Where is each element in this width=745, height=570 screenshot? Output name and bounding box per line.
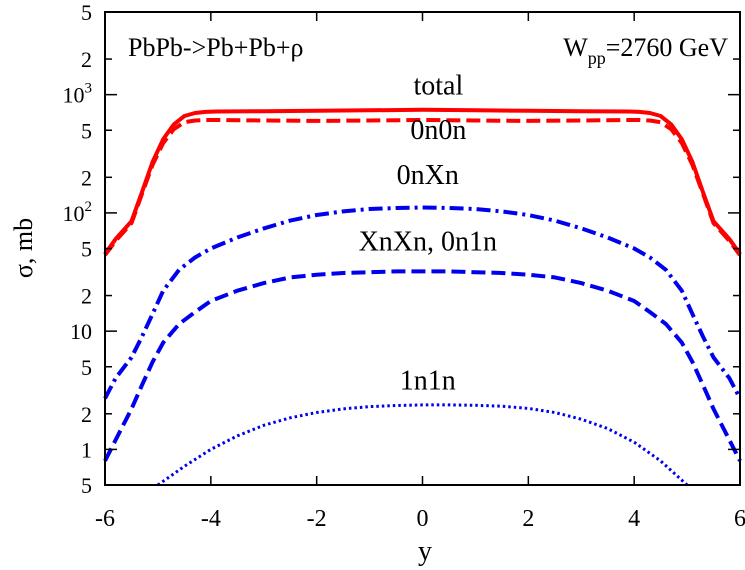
- y-tick-label-base: 2: [81, 47, 92, 72]
- series-line-1n1n: [157, 403, 689, 487]
- x-tick-label: -4: [201, 506, 221, 532]
- y-tick-label: 2: [81, 47, 92, 72]
- series-line-0nxn: [103, 205, 742, 400]
- y-tick-label: 2: [81, 284, 92, 309]
- series-line-xnxn-0n1n: [103, 269, 742, 462]
- y-tick-label: 5: [81, 0, 92, 25]
- process-annotation: PbPb->Pb+Pb+ρ: [128, 33, 303, 62]
- y-tick-label-base: 10: [70, 319, 92, 344]
- y-tick-label: 5: [81, 118, 92, 143]
- y-tick-label: 5: [81, 473, 92, 498]
- x-tick-label: 0: [417, 506, 429, 532]
- series-label-0n0n: 0n0n: [410, 115, 466, 146]
- y-tick-label-exponent: 2: [85, 199, 93, 215]
- x-axis-label: y: [418, 536, 432, 567]
- x-tick-label: 2: [522, 506, 534, 532]
- y-axis-label: σ, mb: [9, 218, 38, 278]
- series-label-1n1n: 1n1n: [400, 366, 456, 397]
- y-tick-label-base: 5: [81, 473, 92, 498]
- y-tick-label-base: 5: [81, 355, 92, 380]
- series-line-0n0n: [103, 118, 742, 257]
- energy-value: =2760 GeV: [606, 33, 728, 62]
- series-label-total: total: [413, 71, 463, 102]
- y-tick-label-base: 10: [63, 83, 85, 108]
- x-tick-label: -6: [95, 506, 115, 532]
- y-tick-label-exponent: 3: [85, 81, 93, 97]
- y-tick-label-base: 2: [81, 402, 92, 427]
- x-tick-label: 4: [628, 506, 640, 532]
- y-tick-label: 2: [81, 402, 92, 427]
- x-tick-label: 6: [734, 506, 745, 532]
- y-tick-label: 103: [63, 81, 93, 108]
- series-label-0nxn: 0nXn: [397, 160, 459, 191]
- y-tick-label: 5: [81, 355, 92, 380]
- x-axis-ticks: -6 -4 -2 0 2 4 6: [95, 12, 745, 532]
- y-tick-label: 2: [81, 165, 92, 190]
- y-tick-label-base: 2: [81, 284, 92, 309]
- y-tick-label: 10: [70, 319, 92, 344]
- y-tick-label-base: 1: [81, 437, 92, 462]
- energy-subscript: pp: [588, 48, 606, 68]
- y-tick-label-base: 5: [81, 237, 92, 262]
- x-tick-label: -2: [307, 506, 327, 532]
- series-label-xnxn-0n1n: XnXn, 0n1n: [359, 227, 497, 258]
- y-tick-label: 5: [81, 237, 92, 262]
- y-tick-label: 102: [63, 199, 93, 226]
- energy-symbol: W: [563, 33, 588, 62]
- plot-marks: total 0n0n 0nXn XnXn, 0n1n 1n1n: [103, 71, 742, 487]
- y-tick-label: 1: [81, 437, 92, 462]
- y-tick-label-base: 2: [81, 165, 92, 190]
- energy-annotation: Wpp=2760 GeV: [563, 33, 728, 68]
- y-tick-label-base: 10: [63, 201, 85, 226]
- y-tick-label-base: 5: [81, 0, 92, 25]
- y-tick-label-base: 5: [81, 118, 92, 143]
